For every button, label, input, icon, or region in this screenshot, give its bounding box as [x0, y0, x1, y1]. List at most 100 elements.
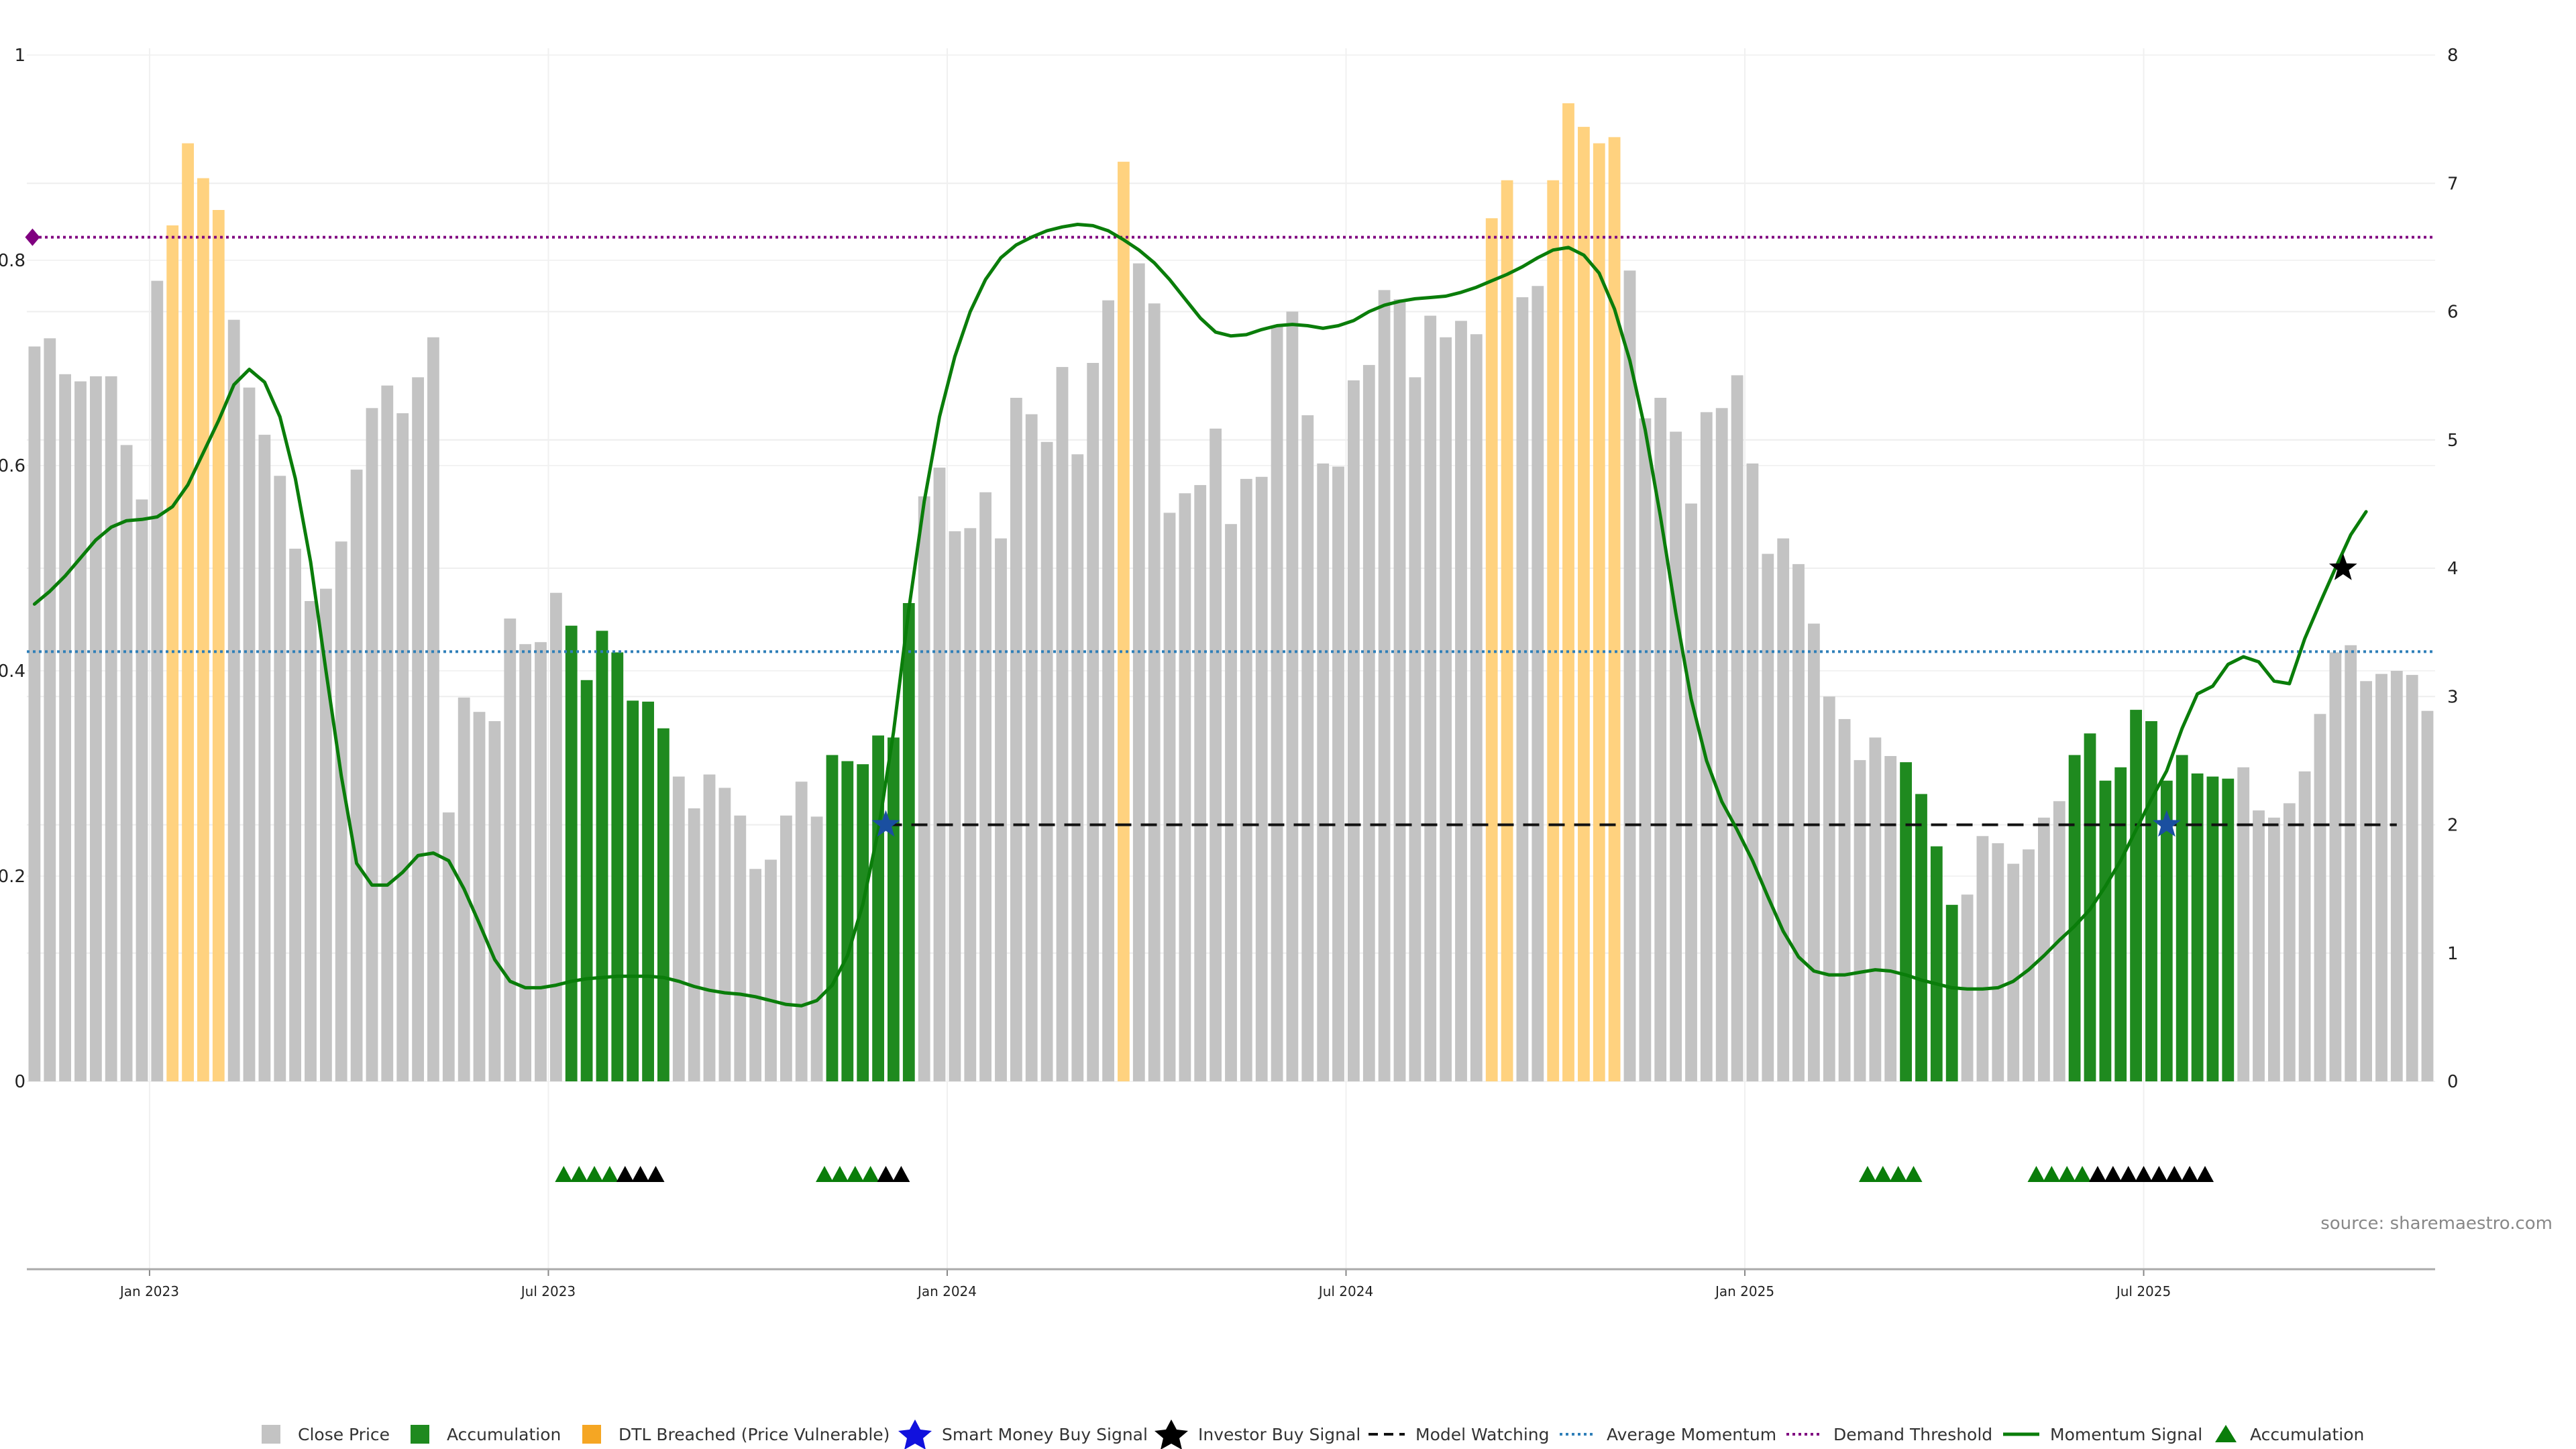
close-price-bar — [949, 531, 961, 1081]
close-price-bar — [2023, 849, 2035, 1081]
close-price-bar — [1731, 375, 1743, 1081]
dtl-breached-bar — [197, 178, 209, 1082]
close-price-bar — [995, 538, 1007, 1081]
close-price-bar — [427, 337, 439, 1082]
left-tick-label: 0.2 — [0, 867, 25, 887]
accumulation-bar — [902, 603, 915, 1081]
close-price-bar — [780, 815, 792, 1081]
close-price-bar — [1654, 398, 1667, 1081]
close-price-bar — [2007, 863, 2020, 1081]
x-tick-label: Jul 2024 — [1318, 1283, 1373, 1299]
accumulation-triangle-icon — [2135, 1166, 2153, 1182]
close-price-bar — [1440, 337, 1452, 1082]
accumulation-bar — [2145, 721, 2157, 1081]
close-price-bar — [1992, 843, 2004, 1081]
right-tick-label: 0 — [2447, 1072, 2459, 1092]
close-price-bar — [810, 816, 823, 1081]
accumulation-bar — [2130, 710, 2142, 1081]
close-price-bar — [2283, 803, 2296, 1081]
close-price-bar — [1762, 553, 1774, 1081]
axes: 0 1 2 3 4 5 6 7 8 0 0.2 0.4 0.6 0.8 1 Jan 2023 Jul 2023 J… — [0, 46, 2459, 1299]
close-price-bar — [2375, 674, 2387, 1081]
close-price-bar — [2406, 675, 2418, 1081]
accumulation-bar — [857, 764, 869, 1081]
right-tick-label: 5 — [2447, 431, 2459, 451]
legend-average-label: Average Momentum — [1607, 1425, 1776, 1444]
signal-markers — [871, 553, 2357, 837]
close-price-bar — [1056, 367, 1069, 1081]
close-price-bar — [350, 470, 363, 1081]
close-price-bar — [964, 528, 977, 1081]
close-price-bar — [918, 496, 930, 1081]
close-price-bar — [1271, 325, 1283, 1081]
x-tick-label: Jul 2025 — [2115, 1283, 2171, 1299]
accumulation-bar — [642, 701, 654, 1081]
close-price-bar — [1102, 300, 1114, 1082]
accumulation-triangle-icon — [600, 1166, 619, 1182]
smart-money-star-icon — [871, 810, 900, 837]
accumulation-triangle-icon — [2181, 1166, 2199, 1182]
accumulation-bar — [826, 755, 839, 1081]
accumulation-bar — [2191, 773, 2204, 1081]
close-price-bar — [1194, 485, 1207, 1081]
close-price-bar — [1823, 696, 1835, 1082]
close-price-bar — [1854, 760, 1866, 1081]
close-price-bar — [1715, 408, 1728, 1081]
source-label: source: sharemaestro.com — [2320, 1214, 2553, 1234]
close-price-bar — [90, 376, 102, 1081]
close-price-bar — [335, 541, 347, 1081]
accumulation-bar — [2222, 778, 2235, 1081]
accumulation-bar — [2099, 780, 2112, 1081]
dtl-breached-bar — [182, 143, 194, 1082]
accumulation-triangle-icon — [570, 1166, 588, 1182]
right-tick-label: 4 — [2447, 559, 2459, 579]
close-price-bar — [1623, 270, 1636, 1081]
close-price-bar — [44, 338, 56, 1081]
close-price-bar — [734, 815, 747, 1081]
accumulation-triangle-icon — [1904, 1166, 1923, 1182]
accumulation-bar — [888, 737, 900, 1081]
close-price-bar — [1869, 737, 1882, 1081]
close-price-bar — [28, 346, 41, 1081]
close-price-bar — [1516, 297, 1529, 1082]
smart-money-star-icon — [2152, 810, 2181, 837]
dtl-breached-bar — [1578, 127, 1590, 1082]
accumulation-markers — [555, 1166, 2214, 1182]
legend-momentum-label: Momentum Signal — [2050, 1425, 2202, 1444]
close-price-bar — [1838, 718, 1851, 1081]
dtl-breached-bar — [1118, 162, 1130, 1082]
close-price-bar — [535, 642, 547, 1081]
left-tick-label: 0.6 — [0, 456, 25, 476]
accumulation-triangle-icon — [830, 1166, 849, 1182]
close-price-bar — [1393, 299, 1406, 1082]
close-price-bar — [1777, 538, 1790, 1081]
close-price-bar — [1348, 380, 1360, 1081]
right-tick-label: 3 — [2447, 687, 2459, 707]
dtl-breached-bar — [1485, 218, 1498, 1081]
close-price-bar — [473, 712, 486, 1081]
close-price-bar — [305, 601, 317, 1081]
left-tick-label: 1 — [14, 46, 25, 66]
close-price-bar — [1409, 377, 1421, 1081]
accumulation-triangle-icon — [2043, 1166, 2061, 1182]
close-price-bar — [550, 592, 562, 1081]
accumulation-triangle-icon — [1889, 1166, 1907, 1182]
accumulation-bar — [2114, 767, 2127, 1081]
close-price-bar — [2298, 771, 2311, 1081]
legend-smart-money-star-icon — [898, 1419, 932, 1449]
accumulation-triangle-icon — [2074, 1166, 2092, 1182]
left-tick-label: 0.4 — [0, 661, 25, 682]
close-price-bar — [2360, 681, 2372, 1081]
legend-model-label: Model Watching — [1415, 1425, 1550, 1444]
accumulation-bar — [872, 735, 884, 1081]
accumulation-bar — [596, 631, 608, 1081]
close-price-bar — [243, 387, 256, 1082]
accumulation-triangle-icon — [647, 1166, 665, 1182]
close-price-bar — [488, 721, 501, 1081]
close-price-bar — [1532, 286, 1544, 1082]
close-price-bar — [979, 492, 991, 1081]
accumulation-triangle-icon — [816, 1166, 834, 1182]
close-price-bar — [1976, 836, 1989, 1081]
accumulation-triangle-icon — [2150, 1166, 2168, 1182]
